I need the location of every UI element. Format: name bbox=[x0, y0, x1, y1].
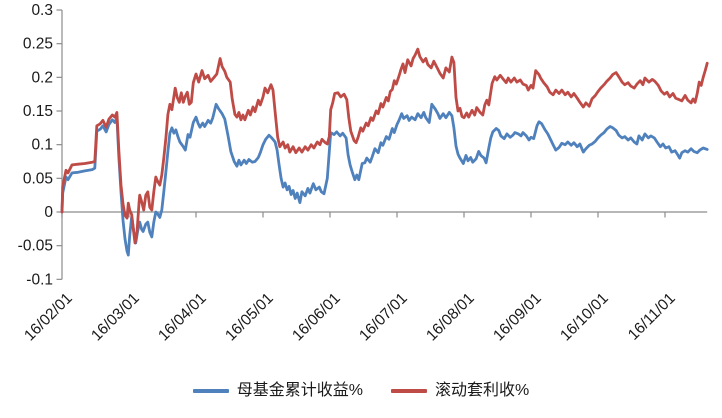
x-axis-tick-label: 16/08/01 bbox=[423, 290, 478, 345]
y-axis-tick-label: 0 bbox=[44, 204, 53, 221]
rolling-arbitrage-series-line bbox=[60, 47, 709, 245]
x-axis-tick-label: 16/02/01 bbox=[21, 290, 76, 345]
y-axis-tick-label: 0.15 bbox=[23, 103, 53, 120]
x-axis-tick-label: 16/04/01 bbox=[155, 290, 210, 345]
legend-label-rolling-arbitrage: 滚动套利收% bbox=[435, 382, 530, 399]
y-axis-tick-label: -0.05 bbox=[18, 238, 53, 255]
legend-label-parent-fund: 母基金累计收益% bbox=[236, 382, 363, 399]
legend-item-rolling-arbitrage: 滚动套利收% bbox=[391, 383, 529, 399]
x-axis-tick-label: 16/03/01 bbox=[88, 290, 143, 345]
x-axis-tick-label: 16/09/01 bbox=[490, 290, 545, 345]
y-axis-tick-label: 0.3 bbox=[31, 2, 53, 19]
y-axis-tick-label: -0.1 bbox=[26, 271, 53, 288]
legend-line-swatch-red bbox=[391, 389, 427, 393]
x-axis-tick-label: 16/11/01 bbox=[625, 290, 679, 344]
legend-line-swatch-blue bbox=[192, 389, 229, 393]
x-axis-tick-label: 16/10/01 bbox=[557, 290, 612, 345]
legend-item-parent-fund: 母基金累计收益% bbox=[192, 382, 363, 399]
y-axis-tick-label: 0.25 bbox=[23, 36, 53, 53]
y-axis-tick-label: 0.2 bbox=[31, 69, 53, 86]
x-axis-tick-label: 16/07/01 bbox=[356, 290, 411, 345]
chart-legend: 母基金累计收益% 滚动套利收% bbox=[0, 383, 722, 399]
x-axis-tick-label: 16/06/01 bbox=[289, 290, 344, 345]
parent-fund-series-line bbox=[60, 102, 709, 257]
y-axis-tick-label: 0.05 bbox=[23, 170, 53, 187]
x-axis-tick-label: 16/05/01 bbox=[222, 290, 277, 345]
y-axis-tick-label: 0.1 bbox=[31, 137, 53, 154]
